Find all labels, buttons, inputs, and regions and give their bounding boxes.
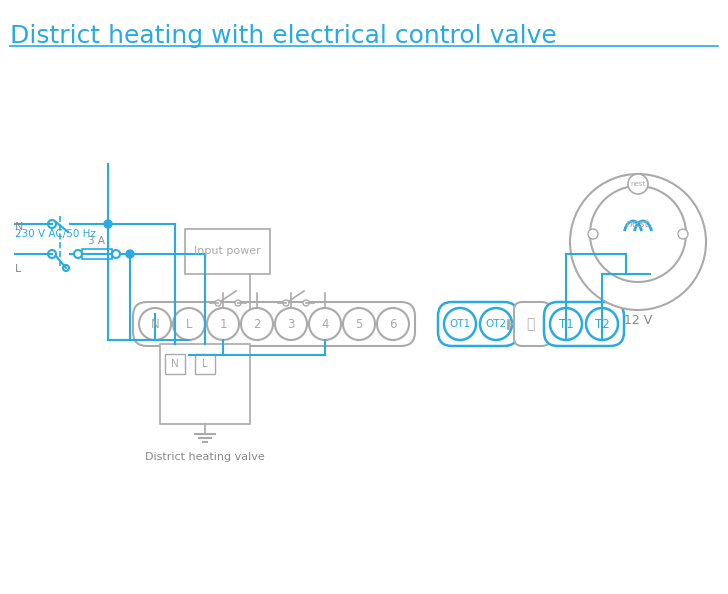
Circle shape — [241, 308, 273, 340]
Text: 3 A: 3 A — [89, 236, 106, 246]
Text: 4: 4 — [321, 318, 329, 330]
Circle shape — [104, 220, 112, 228]
Text: 2: 2 — [253, 318, 261, 330]
Text: N: N — [171, 359, 179, 369]
Circle shape — [480, 308, 512, 340]
FancyBboxPatch shape — [133, 302, 415, 346]
Circle shape — [48, 250, 56, 258]
FancyBboxPatch shape — [514, 302, 550, 346]
FancyBboxPatch shape — [185, 229, 270, 274]
Text: L: L — [15, 264, 21, 274]
Circle shape — [63, 265, 69, 271]
Text: 6: 6 — [389, 318, 397, 330]
Circle shape — [309, 308, 341, 340]
Text: N: N — [15, 222, 23, 232]
FancyBboxPatch shape — [165, 354, 185, 374]
Text: ⏚: ⏚ — [526, 317, 534, 331]
Circle shape — [444, 308, 476, 340]
Circle shape — [235, 300, 241, 306]
Circle shape — [303, 300, 309, 306]
Circle shape — [275, 308, 307, 340]
FancyBboxPatch shape — [195, 354, 215, 374]
Text: 12 V: 12 V — [624, 314, 652, 327]
Text: 230 V AC/50 Hz: 230 V AC/50 Hz — [15, 229, 96, 239]
Circle shape — [377, 308, 409, 340]
Text: T2: T2 — [595, 318, 609, 330]
Circle shape — [139, 308, 171, 340]
Text: 3: 3 — [288, 318, 295, 330]
Circle shape — [588, 229, 598, 239]
Circle shape — [215, 300, 221, 306]
Text: 5: 5 — [355, 318, 363, 330]
Circle shape — [586, 308, 618, 340]
Text: District heating with electrical control valve: District heating with electrical control… — [10, 24, 557, 48]
Text: nest: nest — [630, 181, 646, 187]
Circle shape — [550, 308, 582, 340]
Circle shape — [126, 250, 134, 258]
Circle shape — [628, 174, 648, 194]
Text: 1: 1 — [219, 318, 226, 330]
Text: OT1: OT1 — [449, 319, 470, 329]
FancyBboxPatch shape — [160, 344, 250, 424]
Circle shape — [173, 308, 205, 340]
Text: L: L — [186, 318, 192, 330]
Text: Input power: Input power — [194, 247, 261, 257]
Circle shape — [590, 186, 686, 282]
Circle shape — [74, 250, 82, 258]
Text: OT2: OT2 — [486, 319, 507, 329]
Circle shape — [570, 174, 706, 310]
Text: nest: nest — [626, 219, 650, 229]
Text: N: N — [151, 318, 159, 330]
Circle shape — [678, 229, 688, 239]
FancyBboxPatch shape — [544, 302, 624, 346]
Text: T1: T1 — [558, 318, 574, 330]
FancyBboxPatch shape — [82, 249, 112, 259]
Circle shape — [343, 308, 375, 340]
FancyBboxPatch shape — [438, 302, 518, 346]
Circle shape — [112, 250, 120, 258]
Circle shape — [48, 220, 56, 228]
Circle shape — [283, 300, 289, 306]
Circle shape — [207, 308, 239, 340]
Text: L: L — [202, 359, 208, 369]
Text: District heating valve: District heating valve — [145, 452, 265, 462]
